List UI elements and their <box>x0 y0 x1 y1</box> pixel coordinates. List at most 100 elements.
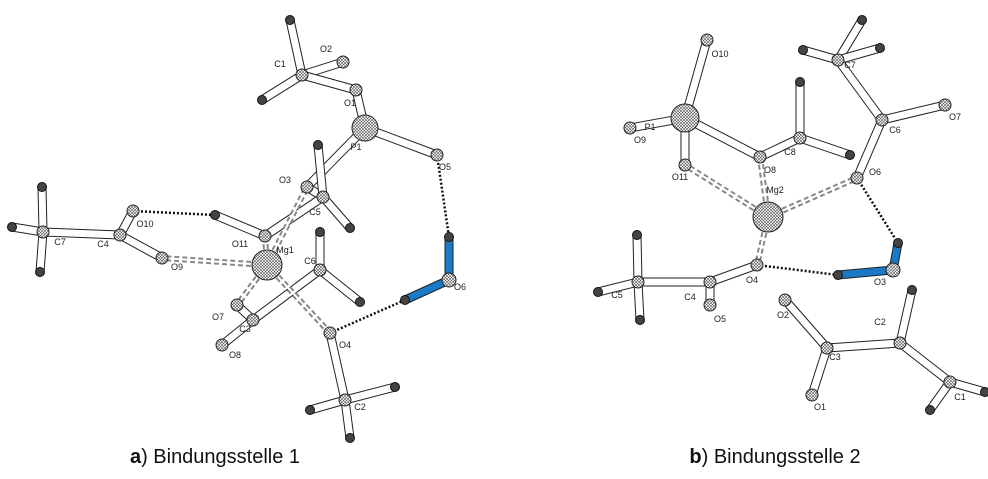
bond <box>320 270 360 302</box>
bond <box>812 348 827 395</box>
atom-label: C2 <box>874 317 886 327</box>
bond <box>262 75 302 100</box>
atom-label: C6 <box>304 256 316 266</box>
atom <box>799 46 808 55</box>
bond <box>900 343 950 382</box>
atom-label: O5 <box>714 314 726 324</box>
atom-label: C3 <box>239 324 251 334</box>
atom <box>317 191 329 203</box>
atom-label: C7 <box>844 60 856 70</box>
atom-label: O4 <box>746 275 758 285</box>
atom-label: Mg2 <box>766 185 784 195</box>
atom <box>894 337 906 349</box>
caption-letter: b <box>689 446 701 468</box>
atom <box>356 298 365 307</box>
hydrogen-bond-donor <box>838 270 893 275</box>
atom <box>796 78 805 87</box>
atom <box>391 383 400 392</box>
atom <box>944 376 956 388</box>
atom <box>701 34 713 46</box>
atom <box>981 388 988 397</box>
atom-label: Mg1 <box>276 245 294 255</box>
atom <box>301 181 313 193</box>
bond <box>42 187 43 232</box>
atom <box>431 149 443 161</box>
bond <box>827 343 900 348</box>
atom-label: O8 <box>229 350 241 360</box>
atom <box>894 239 903 248</box>
atom <box>350 84 362 96</box>
atom-label: C1 <box>274 59 286 69</box>
atom <box>339 394 351 406</box>
atom <box>352 115 378 141</box>
atom <box>779 294 791 306</box>
atom-label: O3 <box>279 175 291 185</box>
atom <box>594 288 603 297</box>
bond <box>43 232 120 235</box>
bond <box>215 215 265 236</box>
atom <box>939 99 951 111</box>
atom <box>806 389 818 401</box>
atom <box>671 104 699 132</box>
atom <box>211 211 220 220</box>
atom <box>8 223 17 232</box>
atom <box>876 44 885 53</box>
atom <box>754 151 766 163</box>
caption-text: ) Bindungsstelle 2 <box>702 446 861 468</box>
atom <box>704 299 716 311</box>
atom <box>851 172 863 184</box>
atom <box>324 327 336 339</box>
bonds <box>12 20 985 438</box>
atom-label: P1 <box>644 122 655 132</box>
atom <box>306 406 315 415</box>
atom-label: O11 <box>232 239 248 249</box>
atom <box>632 276 644 288</box>
atom <box>346 224 355 233</box>
atom <box>886 263 900 277</box>
atom <box>846 151 855 160</box>
atom <box>926 406 935 415</box>
atom-label: O10 <box>711 49 728 59</box>
atom-label: O4 <box>339 340 351 350</box>
atom <box>834 271 843 280</box>
labels: C1O2O1P1O5O3C5O10C4C7O9O11Mg1C6O7C3O8O4C… <box>54 44 966 412</box>
atom-label: O1 <box>814 402 826 412</box>
atom-label: O6 <box>869 167 881 177</box>
bond <box>318 145 323 197</box>
atom <box>38 183 47 192</box>
atom-label: C4 <box>684 292 696 302</box>
atom <box>908 286 917 295</box>
atom <box>296 69 308 81</box>
atom-label: C4 <box>97 239 109 249</box>
atom-label: O7 <box>949 112 961 122</box>
atom-label: C7 <box>54 237 66 247</box>
atom <box>37 226 49 238</box>
caption: a) Bindungsstelle 1 <box>130 446 300 468</box>
atom <box>114 229 126 241</box>
atom-label: O11 <box>672 172 688 182</box>
atom-label: C6 <box>889 125 901 135</box>
hydrogen-bond <box>757 265 838 275</box>
atom-label: P1 <box>350 142 361 152</box>
atom-label: O7 <box>212 312 224 322</box>
atom <box>401 296 410 305</box>
atom <box>753 202 783 232</box>
atom <box>633 231 642 240</box>
atom <box>316 228 325 237</box>
atom <box>679 159 691 171</box>
atom <box>314 141 323 150</box>
atom <box>876 114 888 126</box>
bond <box>120 235 162 258</box>
atom <box>258 96 267 105</box>
caption-text: ) Bindungsstelle 1 <box>141 446 300 468</box>
atom-label: C5 <box>309 207 321 217</box>
atom-label: O10 <box>136 219 153 229</box>
atom-label: O9 <box>171 262 183 272</box>
bond <box>637 235 638 282</box>
caption: b) Bindungsstelle 2 <box>689 446 860 468</box>
atom <box>337 56 349 68</box>
atoms <box>8 16 988 443</box>
bond <box>785 300 827 348</box>
hydrogen-bond <box>133 211 215 215</box>
atom <box>314 264 326 276</box>
